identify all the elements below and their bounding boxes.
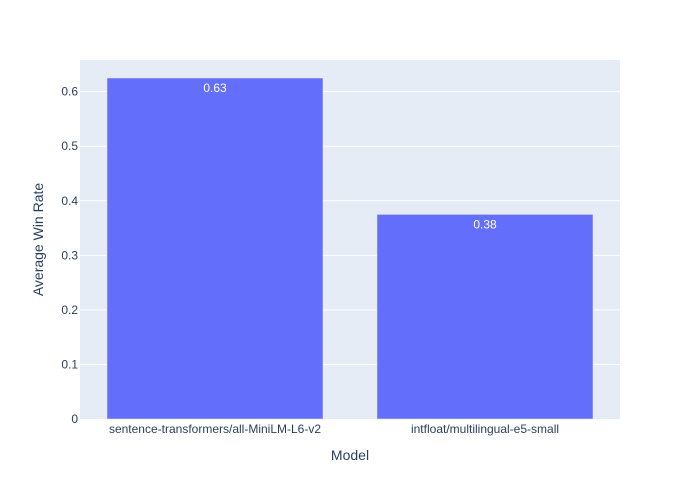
y-axis-title: Average Win Rate [30,183,46,297]
y-axis-ticks: 0 0.1 0.2 0.3 0.4 0.5 0.6 [61,85,78,426]
y-tick-label: 0 [71,412,78,426]
data-labels: 0.63 0.38 [203,81,497,231]
y-tick-label: 0.4 [61,194,78,208]
bar [106,77,324,420]
bars [106,77,594,420]
y-tick-label: 0.2 [61,303,78,317]
x-axis-ticks: sentence-transformers/all-MiniLM-L6-v2 in… [109,422,559,436]
x-tick-label: sentence-transformers/all-MiniLM-L6-v2 [109,422,321,436]
x-axis-title: Model [331,447,369,463]
x-tick-label: intfloat/multilingual-e5-small [411,422,559,436]
y-tick-label: 0.3 [61,248,78,262]
y-tick-label: 0.5 [61,139,78,153]
y-tick-label: 0.6 [61,85,78,99]
bar-data-label: 0.38 [473,217,497,231]
y-tick-label: 0.1 [61,357,78,371]
bar-data-label: 0.63 [203,81,227,95]
bar [376,214,594,420]
